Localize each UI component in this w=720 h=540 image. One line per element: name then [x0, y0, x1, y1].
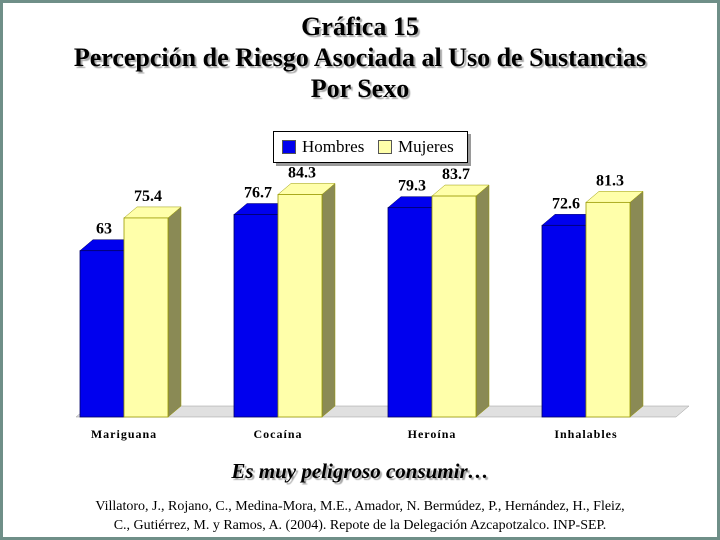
title-line-3: Por Sexo: [310, 74, 410, 103]
bar-mujeres-0: [123, 217, 169, 418]
data-label-hombres-2: 79.3: [398, 178, 426, 195]
legend-swatch-hombres: [282, 140, 296, 154]
bar-hombres-0: [79, 250, 125, 418]
chart-caption: Es muy peligroso consumir…: [231, 459, 489, 483]
legend-label-hombres: Hombres: [302, 137, 365, 156]
data-label-mujeres-0: 75.4: [134, 188, 162, 205]
category-label-1: Cocaína: [254, 427, 303, 441]
bar-side-mujeres-0: [167, 206, 182, 418]
data-label-hombres-0: 63: [96, 221, 112, 238]
bar-mujeres-2: [431, 195, 477, 418]
category-label-3: Inhalables: [554, 427, 617, 441]
legend-swatch-mujeres: [378, 140, 392, 154]
title-line-2: Percepción de Riesgo Asociada al Uso de …: [73, 43, 647, 72]
bar-hombres-1: [233, 214, 279, 418]
bar-side-mujeres-3: [629, 190, 644, 418]
source-citation: Villatoro, J., Rojano, C., Medina-Mora, …: [23, 497, 697, 535]
category-label-0: Mariguana: [91, 427, 157, 441]
bar-side-mujeres-1: [321, 182, 336, 418]
data-label-mujeres-3: 81.3: [596, 172, 624, 189]
title-line-1: Gráfica 15: [301, 12, 419, 41]
bar-mujeres-3: [585, 201, 631, 418]
bar-hombres-2: [387, 207, 433, 418]
legend-label-mujeres: Mujeres: [398, 137, 454, 156]
data-label-hombres-3: 72.6: [552, 195, 580, 212]
chart-legend: Hombres Mujeres: [273, 131, 468, 163]
data-label-mujeres-1: 84.3: [288, 164, 316, 181]
legend-item-hombres: Hombres: [282, 137, 364, 157]
legend-item-mujeres: Mujeres: [378, 137, 454, 157]
source-line-1: Villatoro, J., Rojano, C., Medina-Mora, …: [95, 499, 625, 514]
bar-mujeres-1: [277, 194, 323, 418]
data-label-hombres-1: 76.7: [244, 185, 272, 202]
data-label-mujeres-2: 83.7: [442, 166, 470, 183]
chart-title: Gráfica 15 Percepción de Riesgo Asociada…: [3, 11, 717, 104]
bar-hombres-3: [541, 224, 587, 418]
category-label-2: Heroína: [408, 427, 457, 441]
bar-side-mujeres-2: [475, 184, 490, 418]
bar-chart: 63 75.4 Mariguana 76.7 84.3 Cocaína 79.3 83.7 He…: [75, 164, 690, 441]
source-line-2: C., Gutiérrez, M. y Ramos, A. (2004). Re…: [113, 518, 607, 533]
